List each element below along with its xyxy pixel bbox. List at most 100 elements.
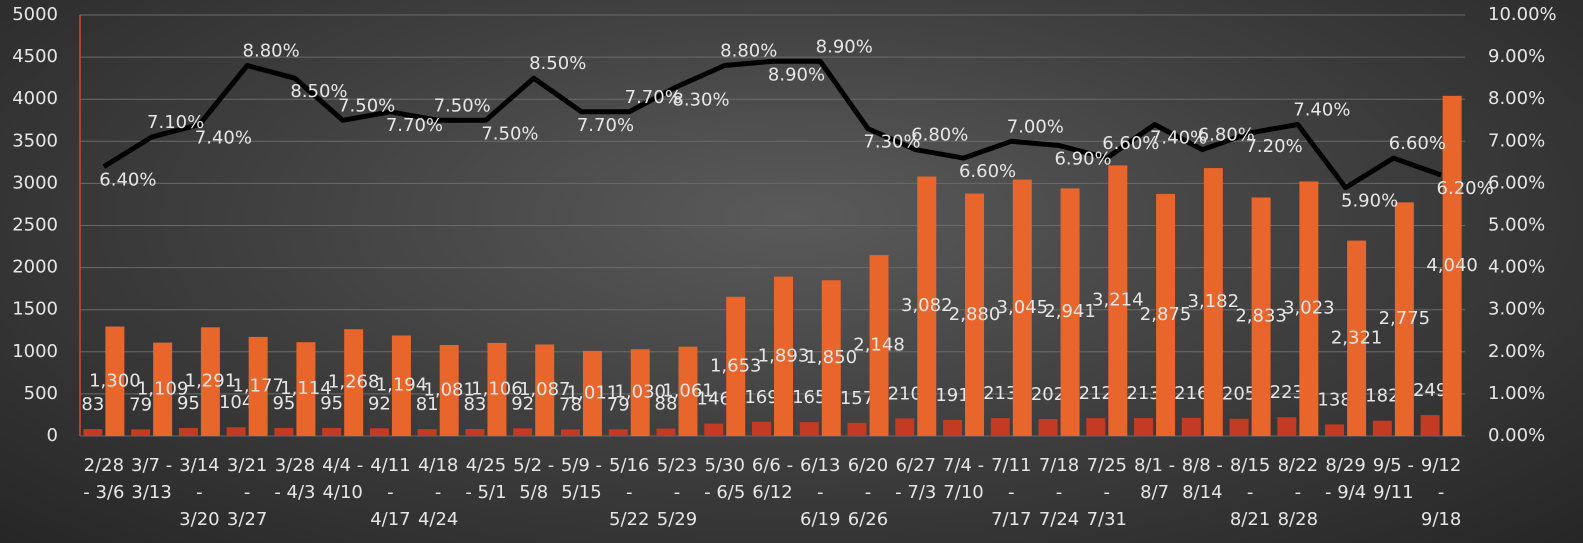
line-label: 8.90% bbox=[768, 64, 825, 85]
line-label: 8.50% bbox=[529, 53, 586, 74]
data-label: 2,875 bbox=[1140, 304, 1192, 325]
bar bbox=[1442, 95, 1462, 436]
line-label: 8.30% bbox=[672, 90, 729, 111]
data-label: 169 bbox=[744, 387, 778, 408]
x-tick-label: 5/9 - 5/15 bbox=[560, 455, 603, 503]
data-label: 104 bbox=[219, 392, 253, 413]
line-label: 6.40% bbox=[99, 170, 156, 191]
line-label: 6.90% bbox=[1054, 149, 1111, 170]
bar bbox=[1299, 181, 1319, 436]
data-label: 3,182 bbox=[1188, 291, 1240, 312]
bar bbox=[774, 276, 793, 436]
data-label: 2,321 bbox=[1331, 327, 1383, 348]
bar bbox=[369, 428, 389, 436]
bar bbox=[248, 336, 268, 436]
y-tick-label: 4500 bbox=[12, 46, 58, 67]
bar bbox=[417, 429, 437, 436]
bar bbox=[1347, 240, 1367, 436]
bar bbox=[847, 422, 867, 436]
bar bbox=[535, 344, 555, 436]
data-label: 210 bbox=[888, 383, 922, 404]
bar bbox=[630, 349, 650, 436]
bar bbox=[274, 428, 294, 436]
bar bbox=[344, 329, 364, 436]
data-label: 92 bbox=[368, 393, 391, 414]
data-label: 79 bbox=[607, 394, 630, 415]
bar bbox=[582, 350, 602, 436]
bar bbox=[799, 422, 819, 436]
data-label: 3,023 bbox=[1283, 298, 1335, 319]
x-tick-label: 3/14 - 3/20 bbox=[179, 455, 220, 530]
data-label: 1,300 bbox=[89, 370, 141, 391]
data-label: 1,106 bbox=[471, 378, 523, 399]
bar bbox=[1012, 179, 1032, 436]
data-label: 213 bbox=[983, 383, 1017, 404]
data-label: 83 bbox=[81, 394, 104, 415]
line-label: 6.60% bbox=[1389, 133, 1446, 154]
bar bbox=[1420, 415, 1440, 436]
bar bbox=[1086, 418, 1106, 436]
y2-tick-label: 7.00% bbox=[1488, 130, 1545, 151]
x-tick-label: 8/29 - 9/4 bbox=[1325, 455, 1367, 503]
x-tick-label: 7/18 - 7/24 bbox=[1038, 455, 1080, 530]
bar bbox=[895, 418, 915, 436]
x-tick-label: 8/8 - 8/14 bbox=[1181, 455, 1223, 503]
x-tick-label: 3/7 - 3/13 bbox=[131, 455, 173, 503]
data-label: 1,061 bbox=[662, 380, 714, 401]
data-label: 157 bbox=[840, 388, 874, 409]
y2-tick-label: 3.00% bbox=[1488, 299, 1545, 320]
data-label: 2,775 bbox=[1379, 308, 1431, 329]
data-label: 249 bbox=[1413, 380, 1447, 401]
data-label: 1,177 bbox=[232, 375, 284, 396]
data-label: 1,087 bbox=[519, 379, 571, 400]
x-tick-label: 3/21 - 3/27 bbox=[226, 455, 268, 530]
data-label: 79 bbox=[129, 394, 152, 415]
bar bbox=[678, 346, 698, 436]
line-label: 6.80% bbox=[911, 125, 968, 146]
y2-tick-label: 8.00% bbox=[1488, 88, 1545, 109]
x-tick-label: 8/15 - 8/21 bbox=[1229, 455, 1271, 530]
x-tick-label: 7/4 - 7/10 bbox=[942, 455, 985, 503]
bar bbox=[608, 429, 628, 436]
y2-tick-label: 6.00% bbox=[1488, 172, 1545, 193]
data-label: 212 bbox=[1079, 383, 1113, 404]
bar bbox=[1108, 165, 1128, 436]
line-label: 7.50% bbox=[481, 123, 538, 144]
bar bbox=[1277, 417, 1297, 436]
x-tick-label: 7/11 - 7/17 bbox=[991, 455, 1032, 530]
bar bbox=[1372, 420, 1392, 436]
data-label: 191 bbox=[935, 385, 969, 406]
x-tick-label: 5/30 - 6/5 bbox=[704, 455, 746, 503]
line-label: 7.00% bbox=[1007, 116, 1064, 137]
line-label: 6.60% bbox=[959, 161, 1016, 182]
bar bbox=[1060, 188, 1080, 436]
line-label: 5.90% bbox=[1341, 191, 1398, 212]
data-label: 165 bbox=[792, 387, 826, 408]
line-label: 7.70% bbox=[386, 115, 443, 136]
bar bbox=[965, 193, 985, 436]
y-tick-label: 4000 bbox=[12, 88, 58, 109]
data-label: 1,081 bbox=[423, 379, 475, 400]
data-label: 92 bbox=[511, 393, 534, 414]
data-label: 223 bbox=[1270, 382, 1304, 403]
y2-tick-label: 0.00% bbox=[1488, 425, 1545, 446]
x-tick-label: 4/11 - 4/17 bbox=[370, 455, 411, 530]
x-tick-label: 4/25 - 5/1 bbox=[465, 455, 507, 503]
line-label: 7.50% bbox=[338, 95, 395, 116]
bar bbox=[487, 342, 507, 436]
x-tick-label: 9/12 - 9/18 bbox=[1420, 455, 1462, 530]
x-tick-label: 8/1 - 8/7 bbox=[1133, 455, 1176, 503]
bar bbox=[226, 427, 246, 436]
bar bbox=[869, 255, 889, 436]
line-label: 8.80% bbox=[720, 41, 777, 62]
line-label: 7.70% bbox=[625, 87, 682, 108]
bar bbox=[153, 342, 173, 436]
data-label: 3,214 bbox=[1092, 290, 1144, 311]
line-label: 7.30% bbox=[863, 132, 920, 153]
x-tick-label: 4/18 - 4/24 bbox=[417, 455, 459, 530]
bar bbox=[391, 335, 411, 436]
bar bbox=[1251, 197, 1271, 436]
bar bbox=[1394, 202, 1414, 436]
